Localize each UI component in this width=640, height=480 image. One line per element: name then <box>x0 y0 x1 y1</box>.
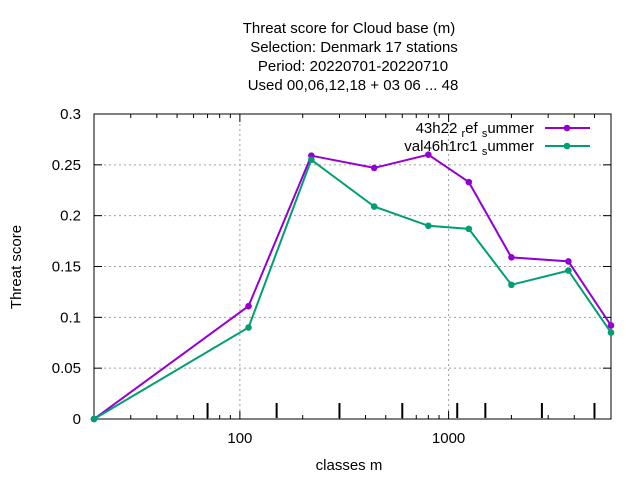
title-line-3: Period: 20220701-20220710 <box>258 58 448 75</box>
data-point <box>607 322 615 329</box>
x-tick-label: 1000 <box>432 430 465 447</box>
data-point <box>245 302 252 310</box>
y-tick-label: 0.25 <box>52 157 81 174</box>
legend-part: 43h22 <box>416 120 462 137</box>
legend-sub: r <box>461 128 465 140</box>
data-point <box>370 164 378 172</box>
data-point <box>465 225 473 233</box>
title-line-2: Selection: Denmark 17 stations <box>250 39 458 56</box>
data-point <box>508 254 515 261</box>
y-axis-label: Threat score <box>8 225 25 309</box>
title-line-1: Threat score for Cloud base (m) <box>243 20 456 37</box>
y-tick-label: 0 <box>73 411 81 428</box>
data-point <box>565 267 572 274</box>
y-tick-label: 0.05 <box>52 360 81 377</box>
series-layer <box>90 151 615 423</box>
legend-part: ummer <box>487 120 534 137</box>
data-point <box>308 156 315 164</box>
data-point <box>465 178 473 186</box>
legend-swatch-point <box>563 142 571 150</box>
legend-label: val46h1rc1 summer <box>404 138 534 158</box>
chart-title: Threat score for Cloud base (m) Selectio… <box>243 20 459 94</box>
series-line <box>93 158 612 420</box>
legend-sub: s <box>482 128 488 140</box>
y-tick-label: 0.2 <box>60 208 81 225</box>
plot-frame <box>93 113 612 420</box>
data-point <box>565 258 572 265</box>
y-tick-label: 0.15 <box>52 259 81 276</box>
legend-swatch-point <box>563 124 571 132</box>
data-point <box>607 329 615 336</box>
axes: 0 0.05 0.1 0.15 0.2 0.25 0.3 100 1000 <box>52 106 612 447</box>
legend-label: 43h22 ref summer <box>416 120 534 140</box>
data-point <box>425 222 432 230</box>
x-axis-label: classes m <box>316 457 383 474</box>
series-line <box>93 153 612 420</box>
grid <box>94 114 611 419</box>
title-line-4: Used 00,06,12,18 + 03 06 ... 48 <box>248 77 459 94</box>
data-point <box>90 415 98 423</box>
legend-part: ummer <box>487 138 534 155</box>
data-point <box>508 281 515 289</box>
data-point <box>245 324 252 331</box>
legend-part: ef <box>465 120 482 137</box>
legend-part: val46h1rc1 <box>404 138 482 155</box>
legend-sub: s <box>482 146 488 158</box>
data-point <box>370 203 378 210</box>
y-tick-label: 0.1 <box>60 309 81 326</box>
x-tick-label: 100 <box>227 430 252 447</box>
data-point <box>425 151 432 158</box>
y-tick-label: 0.3 <box>60 106 81 123</box>
